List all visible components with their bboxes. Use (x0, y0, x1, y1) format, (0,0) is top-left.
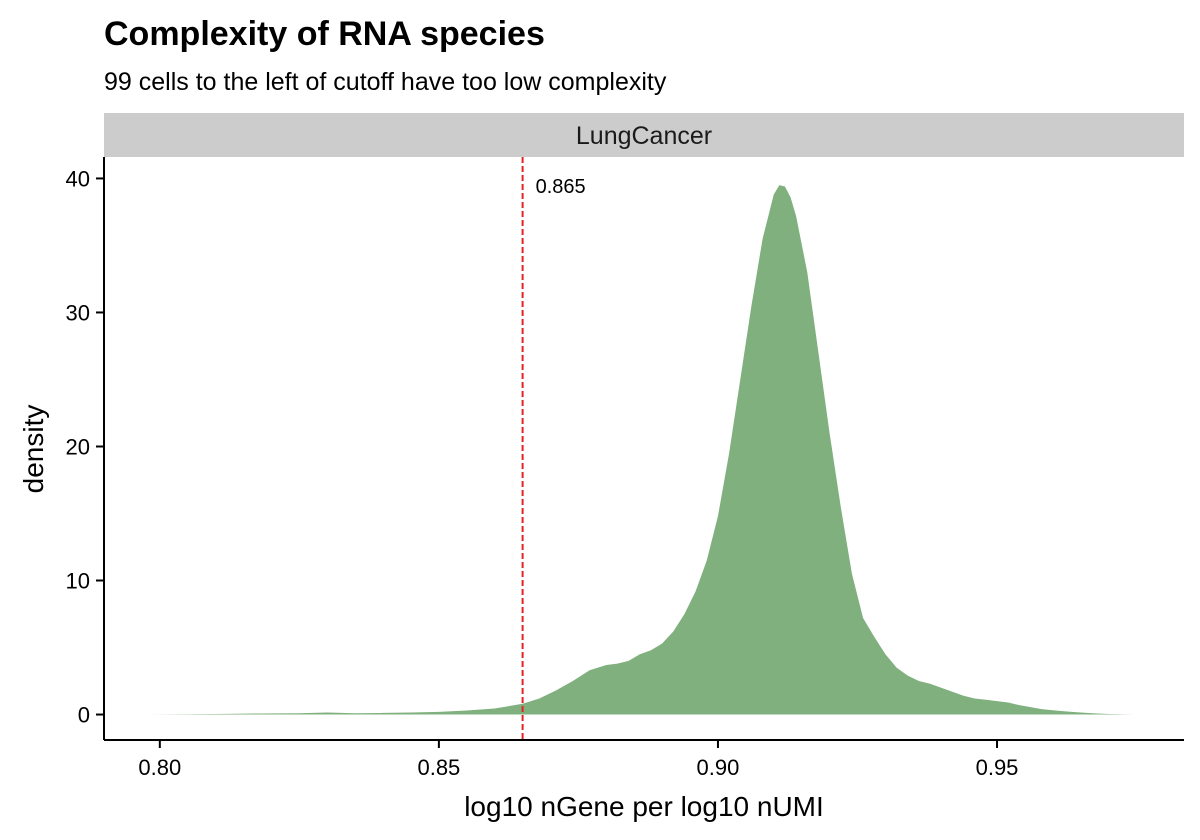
chart-title: Complexity of RNA species (104, 15, 545, 53)
y-tick-label: 0 (78, 703, 90, 728)
y-axis-title: density (18, 405, 49, 494)
y-axis-ticks: 0 10 20 30 40 (66, 166, 104, 728)
x-tick-label: 0.85 (417, 755, 460, 780)
x-tick-label: 0.80 (138, 755, 181, 780)
x-axis-ticks: 0.80 0.85 0.90 0.95 (138, 740, 1018, 780)
x-tick-label: 0.95 (976, 755, 1019, 780)
facet-label: LungCancer (576, 122, 712, 150)
x-tick-label: 0.90 (697, 755, 740, 780)
x-axis-title: log10 nGene per log10 nUMI (464, 791, 824, 822)
facet-strip (104, 113, 1184, 157)
density-area (148, 185, 1134, 715)
y-tick-label: 40 (66, 166, 90, 191)
y-tick-label: 30 (66, 300, 90, 325)
y-tick-label: 10 (66, 569, 90, 594)
cutoff-label: 0.865 (536, 176, 586, 198)
chart-subtitle: 99 cells to the left of cutoff have too … (104, 68, 667, 96)
y-tick-label: 20 (66, 434, 90, 459)
